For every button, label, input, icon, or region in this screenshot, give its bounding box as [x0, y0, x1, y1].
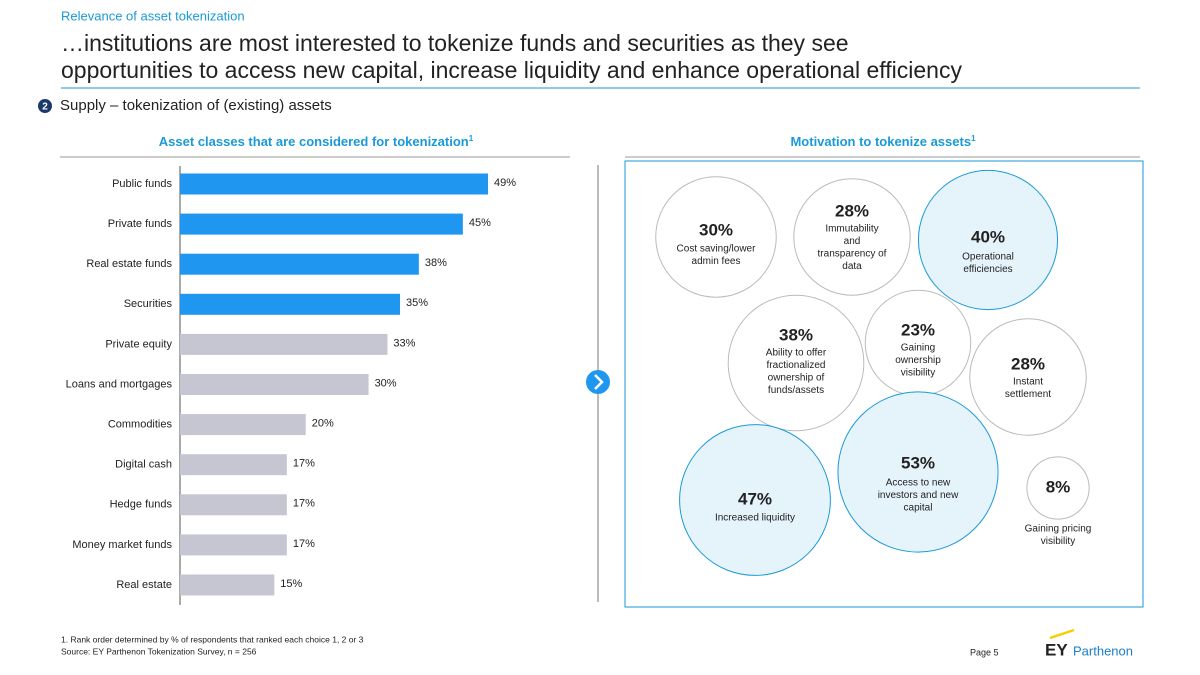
page-number: Page 5 — [970, 647, 999, 657]
bubble — [917, 169, 1059, 311]
bubble-label: Access to new — [886, 478, 951, 489]
footnote: 1. Rank order determined by % of respond… — [61, 634, 364, 644]
arrow-chevron — [594, 374, 604, 390]
bubble-label: and — [844, 236, 861, 247]
arrow-icon — [586, 370, 610, 394]
category-label: Hedge funds — [110, 499, 173, 511]
bar — [180, 293, 400, 315]
bubble-label: Instant — [1013, 377, 1043, 388]
bar — [180, 173, 488, 195]
category-label: Real estate funds — [86, 258, 172, 270]
value-label: 38% — [425, 257, 447, 269]
bar — [180, 534, 287, 556]
category-label: Money market funds — [72, 539, 172, 551]
bar — [180, 333, 388, 355]
bubble-label: capital — [904, 503, 933, 514]
category-label: Public funds — [112, 178, 172, 190]
bar — [180, 494, 287, 516]
bubble-value: 53% — [901, 453, 935, 472]
section-label: Supply – tokenization of (existing) asse… — [60, 97, 332, 114]
category-label: Loans and mortgages — [66, 378, 173, 390]
bubble-label: funds/assets — [768, 385, 824, 396]
bubble-value: 28% — [835, 201, 869, 220]
bubble-label: data — [842, 261, 862, 272]
bubble-label: visibility — [1041, 536, 1075, 547]
chart-title-text: Motivation to tokenize assets — [790, 134, 971, 149]
bubble-label: Cost saving/lower — [677, 244, 757, 255]
value-label: 30% — [375, 377, 397, 389]
value-label: 17% — [293, 458, 315, 470]
bubble-value: 47% — [738, 489, 772, 508]
source: Source: EY Parthenon Tokenization Survey… — [61, 646, 257, 656]
bubble — [727, 294, 865, 432]
bubble-label: Immutability — [825, 224, 878, 235]
bubble-value: 38% — [779, 325, 813, 344]
bubble-label: ownership — [895, 355, 941, 366]
bubble-label: transparency of — [818, 249, 887, 260]
section-badge — [38, 99, 52, 113]
bar — [180, 213, 463, 235]
bubble-value: 23% — [901, 320, 935, 339]
bar — [180, 574, 275, 596]
title-line: opportunities to access new capital, inc… — [61, 57, 962, 83]
value-label: 49% — [494, 177, 516, 189]
bubble-label: visibility — [901, 368, 935, 379]
bar — [180, 374, 369, 395]
chart-title-text: Asset classes that are considered for to… — [159, 134, 469, 149]
bubble — [837, 391, 999, 553]
value-label: 33% — [393, 337, 415, 349]
category-label: Securities — [124, 298, 173, 310]
value-label: 17% — [293, 498, 315, 510]
bar — [180, 253, 419, 275]
bar — [180, 414, 306, 436]
bubble-label: Operational — [962, 252, 1014, 263]
bubble-label: admin fees — [692, 256, 741, 267]
category-label: Real estate — [116, 579, 172, 591]
bubble-value: 30% — [699, 220, 733, 239]
bubble-label: fractionalized — [767, 360, 826, 371]
category-label: Private funds — [108, 218, 173, 230]
value-label: 45% — [469, 217, 491, 229]
logo-name: Parthenon — [1073, 643, 1133, 658]
bubble-label: Ability to offer — [766, 348, 827, 359]
logo-beam — [1049, 628, 1075, 640]
value-label: 17% — [293, 538, 315, 550]
bubble — [655, 176, 777, 298]
title-line: …institutions are most interested to tok… — [61, 30, 849, 56]
bubble-label: Gaining pricing — [1025, 524, 1092, 535]
value-label: 35% — [406, 297, 428, 309]
kicker: Relevance of asset tokenization — [61, 8, 245, 23]
bubble-panel — [624, 160, 1144, 608]
category-label: Private equity — [105, 338, 172, 350]
bubble-value: 28% — [1011, 354, 1045, 373]
bubble-label: investors and new — [878, 490, 959, 501]
value-label: 20% — [312, 418, 334, 430]
bubble-value: 40% — [971, 227, 1005, 246]
bubble-label: Increased liquidity — [715, 513, 795, 524]
bubble — [679, 424, 831, 576]
chart-title: Motivation to tokenize assets1 — [790, 134, 976, 149]
bubble-value: 8% — [1046, 477, 1071, 496]
bubble — [969, 318, 1087, 436]
title-note: 1 — [971, 134, 976, 143]
chart-title: Asset classes that are considered for to… — [159, 134, 474, 149]
logo-brand: EY — [1045, 640, 1068, 659]
section-number: 2 — [42, 102, 48, 113]
title-note: 1 — [469, 134, 474, 143]
value-label: 15% — [280, 578, 302, 590]
bubble-label: efficiencies — [963, 264, 1012, 275]
bubble — [1026, 456, 1090, 520]
category-label: Digital cash — [115, 459, 172, 471]
category-label: Commodities — [108, 419, 173, 431]
bubble-label: Gaining — [901, 343, 935, 354]
bubble — [793, 178, 911, 296]
bubble-label: ownership of — [768, 373, 825, 384]
bubble-label: settlement — [1005, 389, 1051, 400]
bar — [180, 454, 287, 476]
